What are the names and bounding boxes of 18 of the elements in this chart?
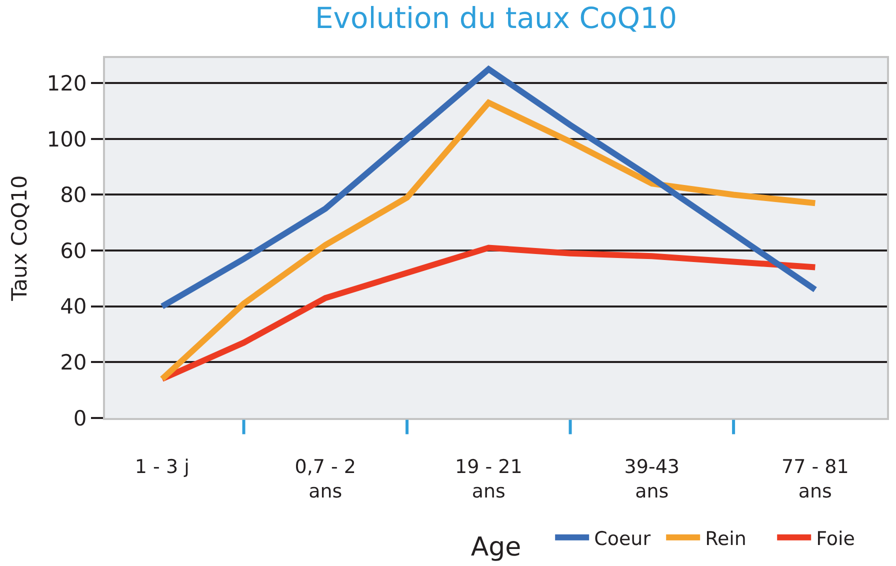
y-tick-label: 60 bbox=[60, 238, 87, 263]
legend-label: Rein bbox=[705, 528, 746, 550]
y-tick-label: 120 bbox=[46, 71, 87, 96]
y-tick-label: 20 bbox=[60, 350, 87, 375]
y-tick-label: 80 bbox=[60, 183, 87, 208]
x-tick-label: 1 - 3 j bbox=[134, 456, 190, 478]
y-tick-label: 40 bbox=[60, 294, 87, 319]
x-tick-label: 77 - 81 ans bbox=[782, 456, 849, 502]
x-tick-label: 39-43 ans bbox=[624, 456, 680, 502]
x-tick-label: 0,7 - 2 ans bbox=[294, 456, 356, 502]
y-tick-label: 100 bbox=[46, 127, 87, 152]
y-axis-title: Taux CoQ10 bbox=[7, 175, 32, 302]
legend-label: Foie bbox=[816, 528, 855, 550]
x-axis-title: Age bbox=[470, 532, 522, 563]
y-tick-label: 0 bbox=[73, 406, 87, 430]
x-tick-label: 19 - 21 ans bbox=[455, 456, 522, 502]
legend-label: Coeur bbox=[594, 528, 651, 550]
chart-title: Evolution du taux CoQ10 bbox=[314, 1, 678, 36]
